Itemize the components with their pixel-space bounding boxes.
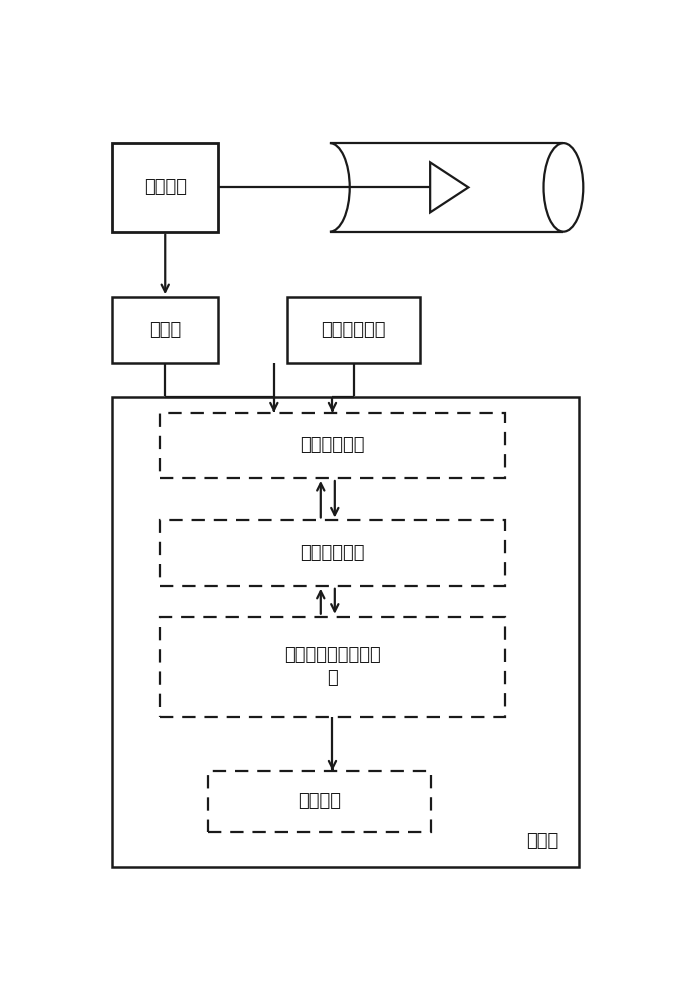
Bar — [208, 771, 431, 832]
Bar — [160, 413, 505, 478]
Bar — [160, 520, 505, 586]
Text: 下位机: 下位机 — [149, 321, 182, 339]
Text: 数据处理模块: 数据处理模块 — [300, 544, 364, 562]
Polygon shape — [430, 162, 469, 212]
Bar — [160, 617, 505, 717]
Ellipse shape — [543, 143, 584, 232]
Bar — [288, 297, 420, 363]
Text: 腐蚀缺陷尺寸预测模
块: 腐蚀缺陷尺寸预测模 块 — [284, 646, 381, 688]
Text: 传感器组: 传感器组 — [144, 178, 187, 196]
Bar — [329, 143, 563, 232]
Text: 上位机: 上位机 — [526, 832, 558, 850]
Text: 结果显示: 结果显示 — [298, 792, 340, 810]
Bar — [112, 397, 580, 867]
Text: 管道内检测器: 管道内检测器 — [321, 321, 386, 339]
Bar — [112, 143, 219, 232]
Bar — [112, 297, 219, 363]
Text: 数据管理模块: 数据管理模块 — [300, 436, 364, 454]
